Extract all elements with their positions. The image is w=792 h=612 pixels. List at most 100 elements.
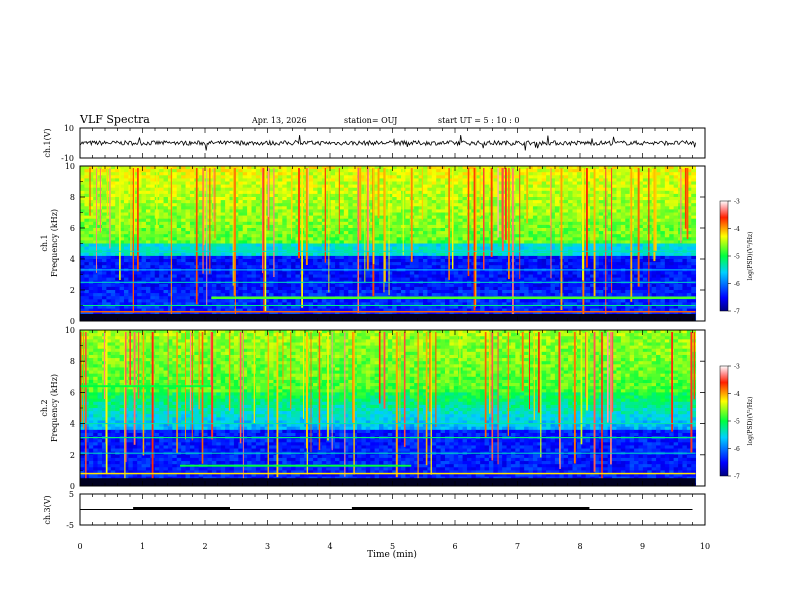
spectrogram-cell xyxy=(247,209,252,213)
spectrogram-cell xyxy=(383,224,389,229)
spectrogram-cell xyxy=(141,240,147,244)
spectrogram-cell xyxy=(493,172,499,176)
spectrogram-cell xyxy=(80,187,85,192)
spectrogram-cell xyxy=(387,228,393,232)
spectrogram-cell xyxy=(242,197,248,201)
spectrogram-cell xyxy=(211,221,217,226)
spectrogram-cell xyxy=(110,166,116,170)
spectrogram-cell xyxy=(691,255,697,260)
spectrogram-cell xyxy=(321,166,327,170)
spectrogram-cell xyxy=(418,252,424,257)
spectrogram-cell xyxy=(493,224,499,229)
spectrogram-cell xyxy=(462,175,468,179)
spectrogram-cell xyxy=(546,200,551,204)
spectrogram-cell xyxy=(269,243,274,247)
spectrogram-cell xyxy=(598,200,604,204)
spectrogram-cell xyxy=(664,228,670,232)
spectrogram-cell xyxy=(80,228,85,232)
spectrogram-cell xyxy=(88,172,94,176)
spectrogram-cell xyxy=(273,212,279,216)
spectrogram-cell xyxy=(159,197,164,201)
spectrogram-cell xyxy=(449,215,455,220)
spectrogram-cell xyxy=(251,218,257,223)
spectrogram-cell xyxy=(453,265,459,269)
spectrogram-cell xyxy=(321,203,327,207)
spectrogram-cell xyxy=(475,169,481,173)
spectrogram-cell xyxy=(137,178,142,182)
spectrogram-cell xyxy=(159,200,164,204)
spectrogram-cell xyxy=(656,203,661,207)
spectrogram-cell xyxy=(238,187,244,192)
spectrogram-cell xyxy=(88,187,94,192)
spectrogram-cell xyxy=(308,243,314,247)
spectrogram-cell xyxy=(313,262,318,266)
spectrogram-cell xyxy=(80,221,85,226)
spectrogram-cell xyxy=(405,218,411,223)
spectrogram-cell xyxy=(484,246,490,251)
spectrogram-cell xyxy=(251,271,257,275)
spectrogram-cell xyxy=(321,215,327,220)
spectrogram-cell xyxy=(554,218,560,223)
spectrogram-cell xyxy=(669,252,675,257)
spectrogram-cell xyxy=(225,169,230,173)
spectrogram-cell xyxy=(176,181,182,185)
spectrogram-cell xyxy=(418,197,424,201)
spectrogram-cell xyxy=(466,206,472,210)
spectrogram-cell xyxy=(145,240,151,244)
spectrogram-cell xyxy=(607,265,613,269)
spectrogram-cell xyxy=(119,265,125,269)
spectrogram-cell xyxy=(462,218,468,223)
spectrogram-cell xyxy=(405,243,411,247)
ch1-ytick-bottom: -10 xyxy=(61,154,74,163)
spectrogram-cell xyxy=(123,175,129,179)
spectrogram-cell xyxy=(132,206,138,210)
spectrogram-cell xyxy=(269,212,274,216)
spectrogram-cell xyxy=(264,228,270,232)
spectrogram-cell xyxy=(80,215,85,220)
spectrogram-cell xyxy=(185,209,191,213)
spectrogram-cell xyxy=(524,221,529,226)
spectrogram-cell xyxy=(418,178,424,182)
spectrogram-cell xyxy=(686,231,692,235)
spectrogram-cell xyxy=(277,187,283,192)
spectrogram-cell xyxy=(568,200,573,204)
spectrogram-cell xyxy=(572,231,578,235)
spectrogram-cell xyxy=(159,252,164,257)
spectrogram-cell xyxy=(453,259,459,263)
spectrogram-cell xyxy=(238,234,244,238)
spectrogram-cell xyxy=(427,172,433,176)
spectrogram-cell xyxy=(203,190,208,195)
spectrogram-cell xyxy=(132,240,138,244)
spectrogram-cell xyxy=(110,271,116,275)
spectrogram-cell xyxy=(220,169,226,173)
spectrogram-cell xyxy=(233,262,239,266)
spectrogram-cell xyxy=(295,209,301,213)
spectrogram-cell xyxy=(251,215,257,220)
spectrogram-cell xyxy=(392,228,398,232)
spectrogram-cell xyxy=(436,190,441,195)
spectrogram-cell xyxy=(607,169,613,173)
spectrogram-cell xyxy=(625,243,631,247)
spectrogram-cell xyxy=(273,240,279,244)
spectrogram-cell xyxy=(497,209,503,213)
spectrogram-cell xyxy=(137,234,142,238)
spectrogram-cell xyxy=(330,265,336,269)
spectrogram-cell xyxy=(484,259,490,263)
spectrogram-cell xyxy=(97,262,103,266)
spectrogram-cell xyxy=(198,193,204,198)
spectrogram-cell xyxy=(612,237,617,241)
spectrogram-cell xyxy=(339,187,345,192)
spectrogram-cell xyxy=(686,175,692,179)
spectrogram-cell xyxy=(286,181,292,185)
spectrogram-cell xyxy=(660,184,666,189)
spectrogram-cell xyxy=(88,181,94,185)
spectrogram-cell xyxy=(466,215,472,220)
spectrogram-cell xyxy=(502,169,507,173)
spectrogram-cell xyxy=(449,184,455,189)
spectrogram-cell xyxy=(361,218,367,223)
spectrogram-cell xyxy=(220,166,226,170)
spectrogram-cell xyxy=(572,221,578,226)
spectrogram-cell xyxy=(462,252,468,257)
spectrogram-cell xyxy=(458,215,463,220)
spectrogram-cell xyxy=(497,271,503,275)
